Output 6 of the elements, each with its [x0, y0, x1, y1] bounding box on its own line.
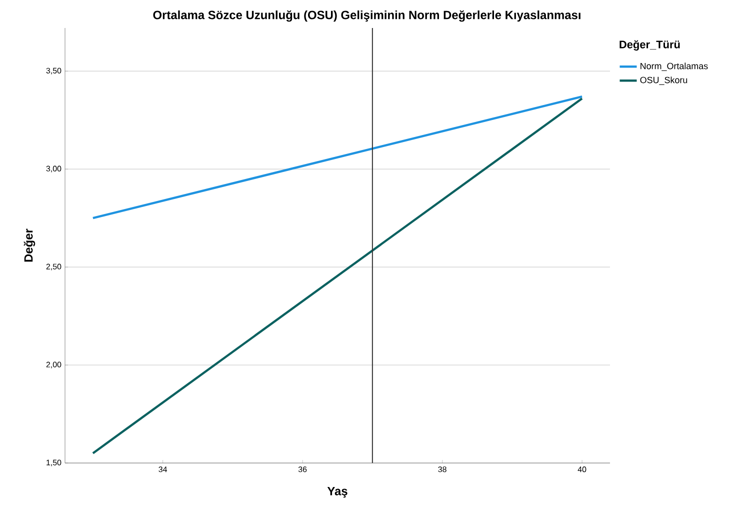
- legend-title: Değer_Türü: [620, 40, 680, 51]
- legend-label: OSU_Skoru: [640, 76, 688, 85]
- chart-title: Ortalama Sözce Uzunluğu (OSU) Gelişiminin Norm Değerlerle Kıyaslanması: [153, 10, 580, 22]
- y-axis-title: Değer: [24, 228, 36, 262]
- x-axis-title: Yaş: [327, 487, 348, 498]
- legend-label: Norm_Ortalamas: [640, 62, 708, 71]
